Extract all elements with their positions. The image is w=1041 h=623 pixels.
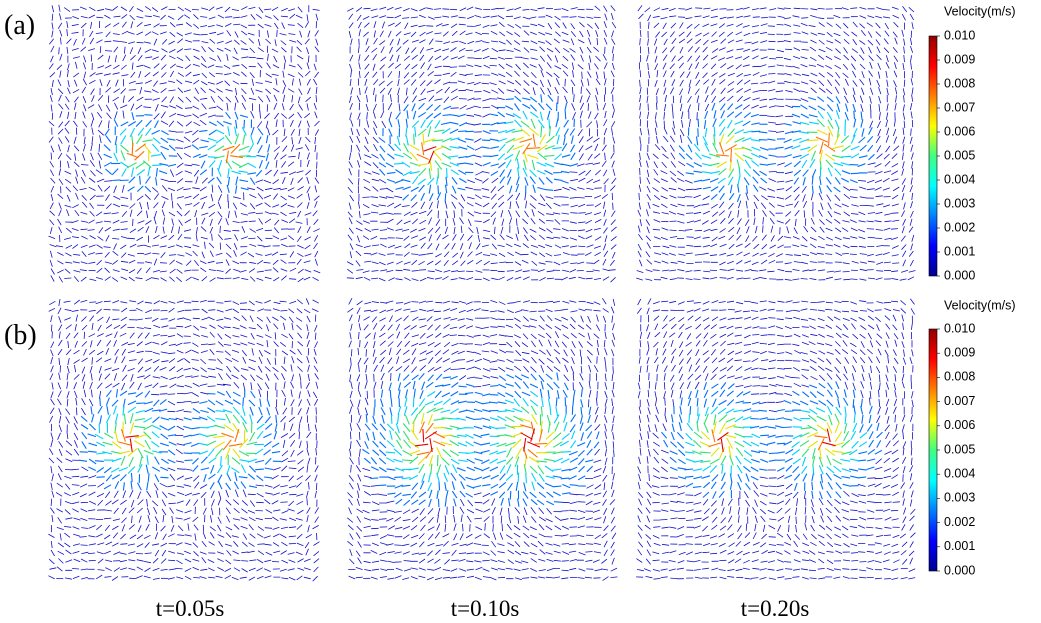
colorbar-tick-label: 0.002: [944, 220, 975, 234]
velocity-vectors: [111, 421, 249, 460]
velocity-vectors: [103, 111, 271, 194]
velocity-vectors: [48, 298, 320, 582]
velocity-vectors: [691, 413, 852, 468]
colorbar-tick-label: 0.001: [944, 539, 975, 553]
colorbar-tick-label: 0.009: [944, 52, 975, 66]
velocity-vectors: [118, 429, 243, 451]
velocity-vectors: [78, 389, 282, 491]
colorbars: Velocity(m/s) 0.010 0.009 0.008 0.007 0.006 0.…: [928, 4, 1016, 577]
velocity-vectors: [716, 132, 836, 163]
colorbar-tick-label: 0.004: [944, 466, 975, 480]
velocity-vectors: [347, 297, 618, 581]
velocity-vectors: [120, 133, 251, 170]
velocity-vectors: [94, 405, 265, 475]
velocity-vectors: [394, 405, 563, 475]
colorbar-tick-label: 0.004: [944, 172, 975, 186]
velocity-vectors: [393, 110, 563, 186]
velocity-vectors: [717, 428, 836, 452]
velocity-vectors: [414, 428, 541, 452]
velocity-vectors: [102, 412, 258, 467]
velocity-vectors: [402, 118, 555, 179]
colorbar-tick-label: 0.008: [944, 370, 975, 384]
velocity-vectors: [113, 126, 257, 179]
colorbar-tick-label: 0.000: [944, 563, 975, 577]
velocity-vectors: [416, 133, 541, 161]
time-label: t=0.10s: [451, 596, 520, 621]
colorbar: [928, 35, 938, 277]
colorbar-tick-label: 0.002: [944, 515, 975, 529]
colorbar: [928, 328, 938, 572]
colorbar-tick-label: 0.007: [944, 100, 975, 114]
colorbar-tick-label: 0.008: [944, 76, 975, 90]
velocity-vectors: [661, 381, 883, 500]
colorbar-tick-label: 0.010: [944, 28, 975, 42]
colorbar-tick-label: 0.005: [944, 442, 975, 456]
velocity-vectors: [636, 298, 916, 580]
colorbar-tick-label: 0.005: [944, 148, 975, 162]
velocity-vectors: [416, 421, 548, 459]
velocity-vectors: [678, 96, 875, 202]
colorbar-tick-label: 0.009: [944, 345, 975, 359]
colorbar-tick-label: 0.001: [944, 244, 975, 258]
velocity-vectors: [708, 119, 851, 178]
colorbar-tick-label: 0.003: [944, 491, 975, 505]
row-label: (a): [4, 10, 35, 41]
velocity-vectors: [636, 5, 916, 281]
colorbar-tick-label: 0.003: [944, 196, 975, 210]
velocity-vectors: [385, 390, 577, 492]
velocity-vectors: [143, 143, 152, 162]
velocity-vectors: [125, 435, 139, 452]
time-label: t=0.20s: [741, 596, 810, 621]
velocity-vectors: [409, 127, 548, 171]
velocity-vectors: [362, 372, 600, 508]
velocity-vectors: [378, 94, 579, 202]
velocity-vectors: [684, 405, 868, 476]
colorbar-tick-label: 0.007: [944, 394, 975, 408]
velocity-vectors: [126, 142, 244, 164]
time-label: t=0.05s: [156, 596, 225, 621]
colorbar-title: Velocity(m/s): [944, 298, 1016, 312]
colorbar-title: Velocity(m/s): [944, 4, 1016, 18]
colorbar-tick-label: 0.000: [944, 268, 975, 282]
velocity-vectors: [48, 4, 321, 283]
velocity-vectors: [693, 110, 860, 186]
velocity-vectors: [699, 421, 844, 460]
velocity-vectors: [408, 412, 555, 467]
colorbar-tick-label: 0.010: [944, 321, 975, 335]
vector-fields: [48, 4, 916, 582]
velocity-vectors: [423, 146, 437, 164]
velocity-vectors: [716, 125, 844, 172]
velocity-vectors: [346, 5, 617, 283]
row-label: (b): [4, 320, 37, 351]
velocity-vectors: [708, 429, 828, 451]
colorbar-tick-label: 0.006: [944, 124, 975, 138]
colorbar-tick-label: 0.006: [944, 418, 975, 432]
